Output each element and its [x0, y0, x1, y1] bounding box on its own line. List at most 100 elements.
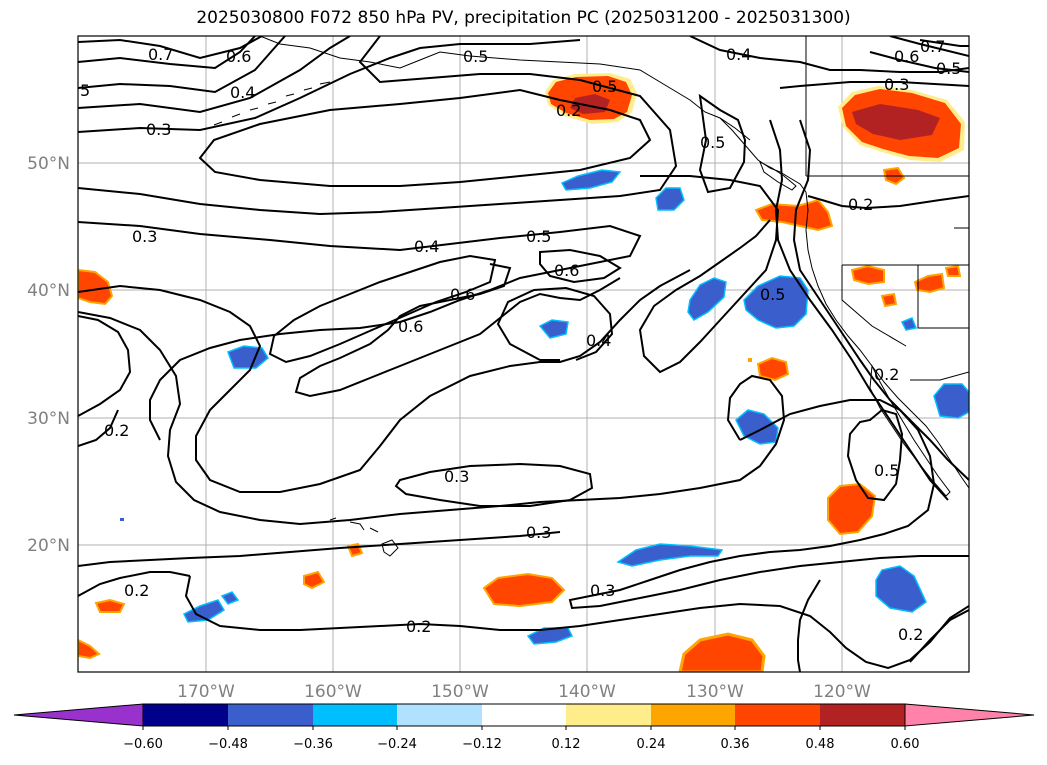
contour-0.3-south-loop — [394, 462, 594, 507]
colorbar-segment — [566, 704, 651, 726]
contour-label: 0.2 — [104, 421, 129, 440]
precip-neg-16n-east — [875, 565, 927, 613]
lon-label: 170°W — [177, 682, 235, 702]
precip-neg-14n — [182, 599, 226, 623]
contour-bc-coast-2 — [769, 119, 949, 501]
precip-baja-offshore — [827, 482, 877, 536]
colorbar-segment — [397, 704, 482, 726]
colorbar-segment — [313, 704, 397, 726]
map-title: 2025030800 F072 850 hPa PV, precipitatio… — [196, 8, 851, 28]
contour-0.4-mid — [78, 221, 642, 441]
precip-west-pacific-12n — [78, 638, 101, 660]
contour-label: 0.3 — [590, 581, 615, 600]
latitude-labels: 50°N 40°N 30°N 20°N — [27, 154, 70, 556]
contour-0.5-ne — [869, 51, 969, 73]
contour-0.6-northwest — [78, 36, 256, 70]
precip-hawaii-west — [303, 570, 326, 590]
contour-label: 0.5 — [874, 461, 899, 480]
longitude-labels: 170°W 160°W 150°W 140°W 130°W 120°W — [177, 682, 871, 702]
contour-label: 0.4 — [414, 237, 439, 256]
colorbar-tick-label: 0.48 — [806, 737, 835, 752]
contour-label: 0.4 — [726, 45, 751, 64]
contour-0.6-mid — [294, 263, 621, 398]
colorbar-segment — [820, 704, 905, 726]
contour-label: 0.6 — [226, 47, 251, 66]
colorbar-segment — [651, 704, 735, 726]
precip-british-columbia — [838, 86, 965, 162]
contour-label: 0.7 — [148, 45, 173, 64]
colorbar-tick-label: 0.24 — [637, 737, 666, 752]
colorbar-frame — [142, 703, 906, 727]
pv-contours — [78, 36, 969, 672]
precip-offshore-32n — [756, 356, 790, 382]
precip-neg-mexico-coast — [900, 317, 918, 331]
contour-0.3-gulf-north — [78, 36, 678, 216]
colorbar-segment — [143, 704, 228, 726]
contour-label: 0.2 — [124, 581, 149, 600]
lon-label: 160°W — [304, 682, 362, 702]
contour-labels: 0.7 0.6 0.5 0.4 0.3 0.2 0.2 0.5 0.4 0.6 … — [80, 37, 961, 644]
colorbar-tick-label: 0.12 — [552, 737, 581, 752]
precip-negative-areas — [120, 169, 969, 645]
contour-label: 0.2 — [848, 195, 873, 214]
colorbar-segment — [482, 704, 566, 726]
contour-0.4-mid-south — [78, 269, 691, 493]
contour-label: 0.6 — [450, 285, 475, 304]
political-borders — [805, 36, 969, 381]
precip-neg-48n — [655, 187, 685, 211]
colorbar-tick-label: 0.60 — [891, 737, 920, 752]
precip-neg-19n — [616, 543, 724, 567]
precip-neg-15n-small — [220, 591, 240, 605]
lon-label: 120°W — [813, 682, 871, 702]
contour-label: 0.5 — [592, 77, 617, 96]
contour-bc-coast-1 — [792, 119, 969, 481]
hawaii-islands — [329, 517, 399, 557]
contour-0.5-bc — [698, 93, 747, 194]
contour-label: 0.2 — [556, 101, 581, 120]
contour-label: 0.3 — [884, 75, 909, 94]
precip-neg-34n — [227, 345, 269, 369]
precip-wyoming — [944, 264, 962, 277]
precip-west-pacific-15n — [94, 598, 126, 613]
precip-nevada — [850, 264, 885, 286]
lon-label: 130°W — [686, 682, 744, 702]
colorbar-segment — [228, 704, 313, 726]
precip-utah — [913, 272, 946, 294]
precip-southeast-pacific — [678, 632, 766, 672]
coastlines — [199, 36, 969, 557]
contour-0.2-baja-east — [909, 609, 969, 663]
contour-label: 0.3 — [526, 523, 551, 542]
contour-0.4-loop — [496, 286, 614, 361]
map-frame — [77, 35, 970, 673]
lat-label: 40°N — [27, 281, 70, 301]
contour-label: 0.2 — [874, 365, 899, 384]
lon-label: 150°W — [431, 682, 489, 702]
contour-0.5-gulf-loop — [198, 88, 652, 187]
contour-0.7-ne — [919, 39, 969, 47]
colorbar-tick-label: −0.24 — [377, 737, 417, 752]
vancouver-island — [759, 160, 797, 191]
contour-0.4-alaska — [689, 36, 969, 73]
precip-neg-12n — [526, 627, 574, 645]
contour-label: 0.2 — [406, 617, 431, 636]
baja-peninsula — [869, 364, 951, 497]
contour-0.2-south — [78, 571, 191, 597]
alaska-peninsula-coast — [259, 36, 751, 141]
contour-0.2-bottom — [184, 575, 969, 670]
contour-0.5-northwest — [78, 36, 286, 94]
contour-label: 0.7 — [920, 37, 945, 56]
contour-label: 0.3 — [132, 227, 157, 246]
contour-0.2-west — [78, 315, 132, 417]
precip-neg-speck-2 — [748, 358, 752, 362]
lat-label: 20°N — [27, 536, 70, 556]
colorbar-ticks — [142, 726, 906, 730]
contour-0.2-bc-east — [807, 195, 969, 210]
colorbar-tick-label: −0.36 — [293, 737, 333, 752]
contour-label: 0.5 — [526, 227, 551, 246]
us-west-coast — [805, 191, 969, 489]
contour-label: 5 — [80, 81, 90, 100]
contour-0.7-northwest — [78, 36, 263, 60]
contour-0.3-southeast — [568, 399, 969, 610]
precip-neg-speck — [120, 518, 124, 521]
